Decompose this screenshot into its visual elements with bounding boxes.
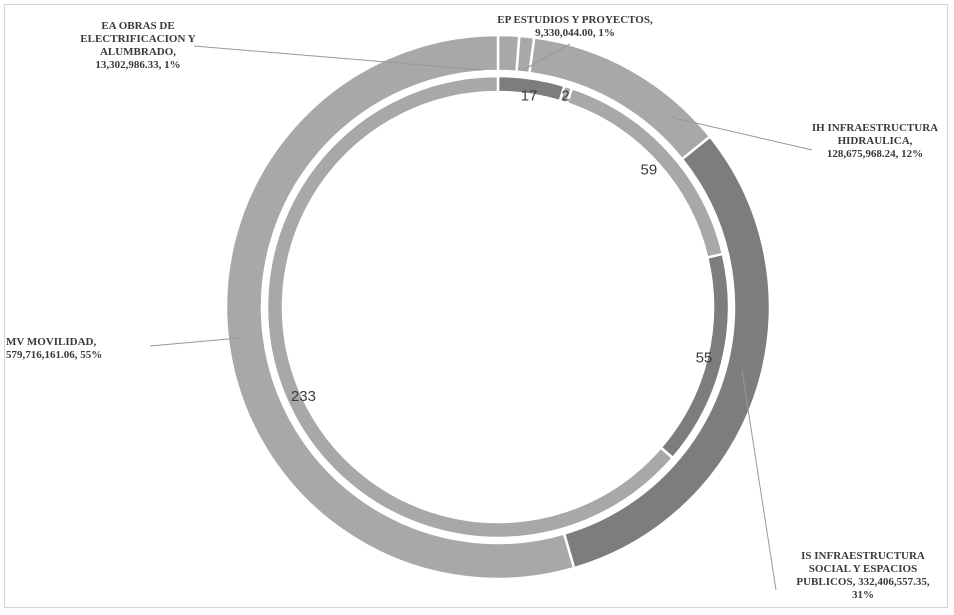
inner-label-mv: 233 <box>291 388 316 405</box>
inner-label-ep: 2 <box>561 88 569 105</box>
label-ea-line1: EA OBRAS DE <box>101 20 175 32</box>
label-ih-value: 128,675,968.24, 12% <box>826 148 924 160</box>
leader-line-ih <box>669 116 813 151</box>
data-label-is: IS INFRAESTRUCTURA SOCIAL Y ESPACIOS PUB… <box>774 550 952 602</box>
inner-ring-slice-mv <box>265 74 675 540</box>
label-ea-line3: ALUMBRADO, <box>99 46 177 58</box>
leader-line-ep <box>522 43 571 71</box>
data-label-ea: EA OBRAS DE ELECTRIFICACION Y ALUMBRADO,… <box>58 20 218 72</box>
leader-line-is <box>741 369 777 591</box>
leader-line-ea <box>193 45 484 71</box>
outer-ring <box>224 33 772 581</box>
chart-frame <box>4 4 948 608</box>
data-label-ih: IH INFRAESTRUCTURA HIDRAULICA, 128,675,9… <box>796 122 954 161</box>
label-is-value: PUBLICOS, 332,406,557.35, <box>796 576 930 588</box>
label-ea-line2: ELECTRIFICACION Y <box>80 33 196 45</box>
inner-label-ih: 59 <box>641 162 658 179</box>
inner-ring-labels: 17 2 59 55 233 <box>291 87 712 405</box>
label-ea-value: 13,302,986.33, 1% <box>95 59 181 71</box>
label-mv-value: 579,716,161.06, 55% <box>6 349 103 361</box>
outer-ring-slice-mv <box>224 33 576 581</box>
inner-label-ea: 17 <box>521 87 538 104</box>
label-is-line1: IS INFRAESTRUCTURA <box>801 550 925 562</box>
label-ep-value: 9,330,044.00, 1% <box>535 27 615 39</box>
label-ih-line2: HIDRAULICA, <box>837 135 913 147</box>
label-is-percent: 31% <box>852 589 874 601</box>
label-ep-line1: EP ESTUDIOS Y PROYECTOS, <box>497 14 653 26</box>
leader-lines <box>149 43 813 591</box>
label-ih-line1: IH INFRAESTRUCTURA <box>811 122 939 134</box>
label-is-line2: SOCIAL Y ESPACIOS <box>808 563 918 575</box>
data-label-ep: EP ESTUDIOS Y PROYECTOS, 9,330,044.00, 1… <box>480 14 670 40</box>
inner-ring <box>265 74 731 540</box>
leader-line-mv <box>149 337 241 347</box>
data-label-mv: MV MOVILIDAD, 579,716,161.06, 55% <box>6 336 166 362</box>
inner-label-is: 55 <box>696 349 713 366</box>
label-mv-line1: MV MOVILIDAD, <box>6 336 97 348</box>
